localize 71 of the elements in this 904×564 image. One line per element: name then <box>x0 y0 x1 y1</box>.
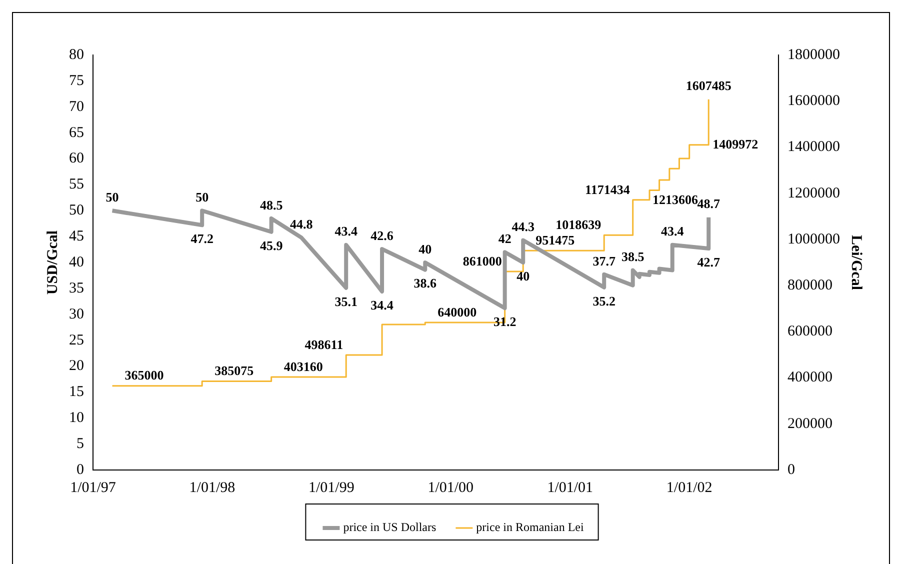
y2-tick-label: 1000000 <box>788 231 840 248</box>
data-label: 43.4 <box>660 224 684 239</box>
y2-tick-label: 1200000 <box>788 185 840 202</box>
data-label: 35.2 <box>592 293 616 308</box>
y-tick-label: 0 <box>76 462 84 478</box>
legend-label: price in US Dollars <box>343 520 437 534</box>
data-label: 385075 <box>214 363 254 378</box>
y-tick-label: 10 <box>69 410 84 426</box>
data-label: 40 <box>418 241 432 256</box>
data-label: 861000 <box>462 253 502 268</box>
x-tick-label: 1/01/98 <box>189 480 236 496</box>
data-label: 42.6 <box>370 228 394 243</box>
y-tick-label: 65 <box>69 124 84 141</box>
y2-tick-label: 200000 <box>788 416 832 432</box>
data-label: 37.7 <box>592 253 616 268</box>
y-tick-label: 45 <box>69 228 84 244</box>
data-label: 47.2 <box>190 231 214 246</box>
data-label: 42.7 <box>697 254 720 270</box>
y-tick-label: 15 <box>69 384 84 400</box>
data-label: 1171434 <box>585 182 630 197</box>
data-label: 1607485 <box>686 78 732 94</box>
x-tick-label: 1/01/99 <box>308 480 354 496</box>
data-label: 498611 <box>304 336 344 352</box>
y-tick-label: 20 <box>69 358 84 374</box>
y2-tick-label: 0 <box>788 462 795 478</box>
x-tick-label: 1/01/97 <box>70 480 116 496</box>
y2-tick-label: 400000 <box>788 370 832 386</box>
data-label: 640000 <box>438 304 477 320</box>
data-label: 48.7 <box>697 196 720 212</box>
y-tick-label: 30 <box>69 306 84 322</box>
y2-tick-label: 800000 <box>788 277 832 294</box>
data-label: 43.4 <box>334 224 358 239</box>
y-tick-label: 80 <box>69 46 84 63</box>
data-label: 48.5 <box>260 197 284 212</box>
x-tick-label: 1/01/00 <box>428 480 474 496</box>
y-tick-label: 60 <box>69 150 84 167</box>
data-label: 365000 <box>124 368 164 383</box>
data-label: 50 <box>196 189 209 204</box>
y-tick-label: 55 <box>69 176 84 193</box>
data-label: 50 <box>106 189 119 204</box>
legend-label: price in Romanian Lei <box>476 520 584 534</box>
data-label: 42 <box>498 230 512 246</box>
y-axis-title: USD/Gcal <box>44 230 61 295</box>
data-label: 35.1 <box>334 294 358 309</box>
y-tick-label: 40 <box>69 254 84 270</box>
data-label: 45.9 <box>260 238 284 253</box>
y2-axis-title: Lei/Gcal <box>848 235 864 290</box>
y2-tick-label: 1400000 <box>788 139 840 156</box>
data-label: 31.2 <box>493 314 516 330</box>
data-label: 38.5 <box>621 249 645 264</box>
y-tick-label: 35 <box>69 280 84 296</box>
data-label: 1409972 <box>712 136 758 152</box>
y-tick-label: 25 <box>69 332 84 348</box>
y-tick-label: 70 <box>69 98 84 115</box>
data-label: 44.8 <box>290 216 314 232</box>
data-label: 1018639 <box>556 217 602 232</box>
data-label: 1213606 <box>652 192 698 208</box>
y2-tick-label: 1600000 <box>788 93 840 110</box>
y-tick-label: 75 <box>69 72 84 89</box>
y2-tick-label: 600000 <box>788 324 832 340</box>
data-label: 951475 <box>536 232 576 248</box>
y-tick-label: 5 <box>76 436 84 452</box>
x-tick-label: 1/01/01 <box>547 480 594 496</box>
data-label: 34.4 <box>370 297 394 312</box>
x-tick-label: 1/01/02 <box>666 480 712 496</box>
data-label: 40 <box>516 268 530 284</box>
data-label: 44.3 <box>512 219 535 234</box>
data-label: 403160 <box>284 358 323 374</box>
y2-tick-label: 1800000 <box>788 46 840 63</box>
data-label: 38.6 <box>414 276 438 291</box>
y-tick-label: 50 <box>69 202 84 219</box>
